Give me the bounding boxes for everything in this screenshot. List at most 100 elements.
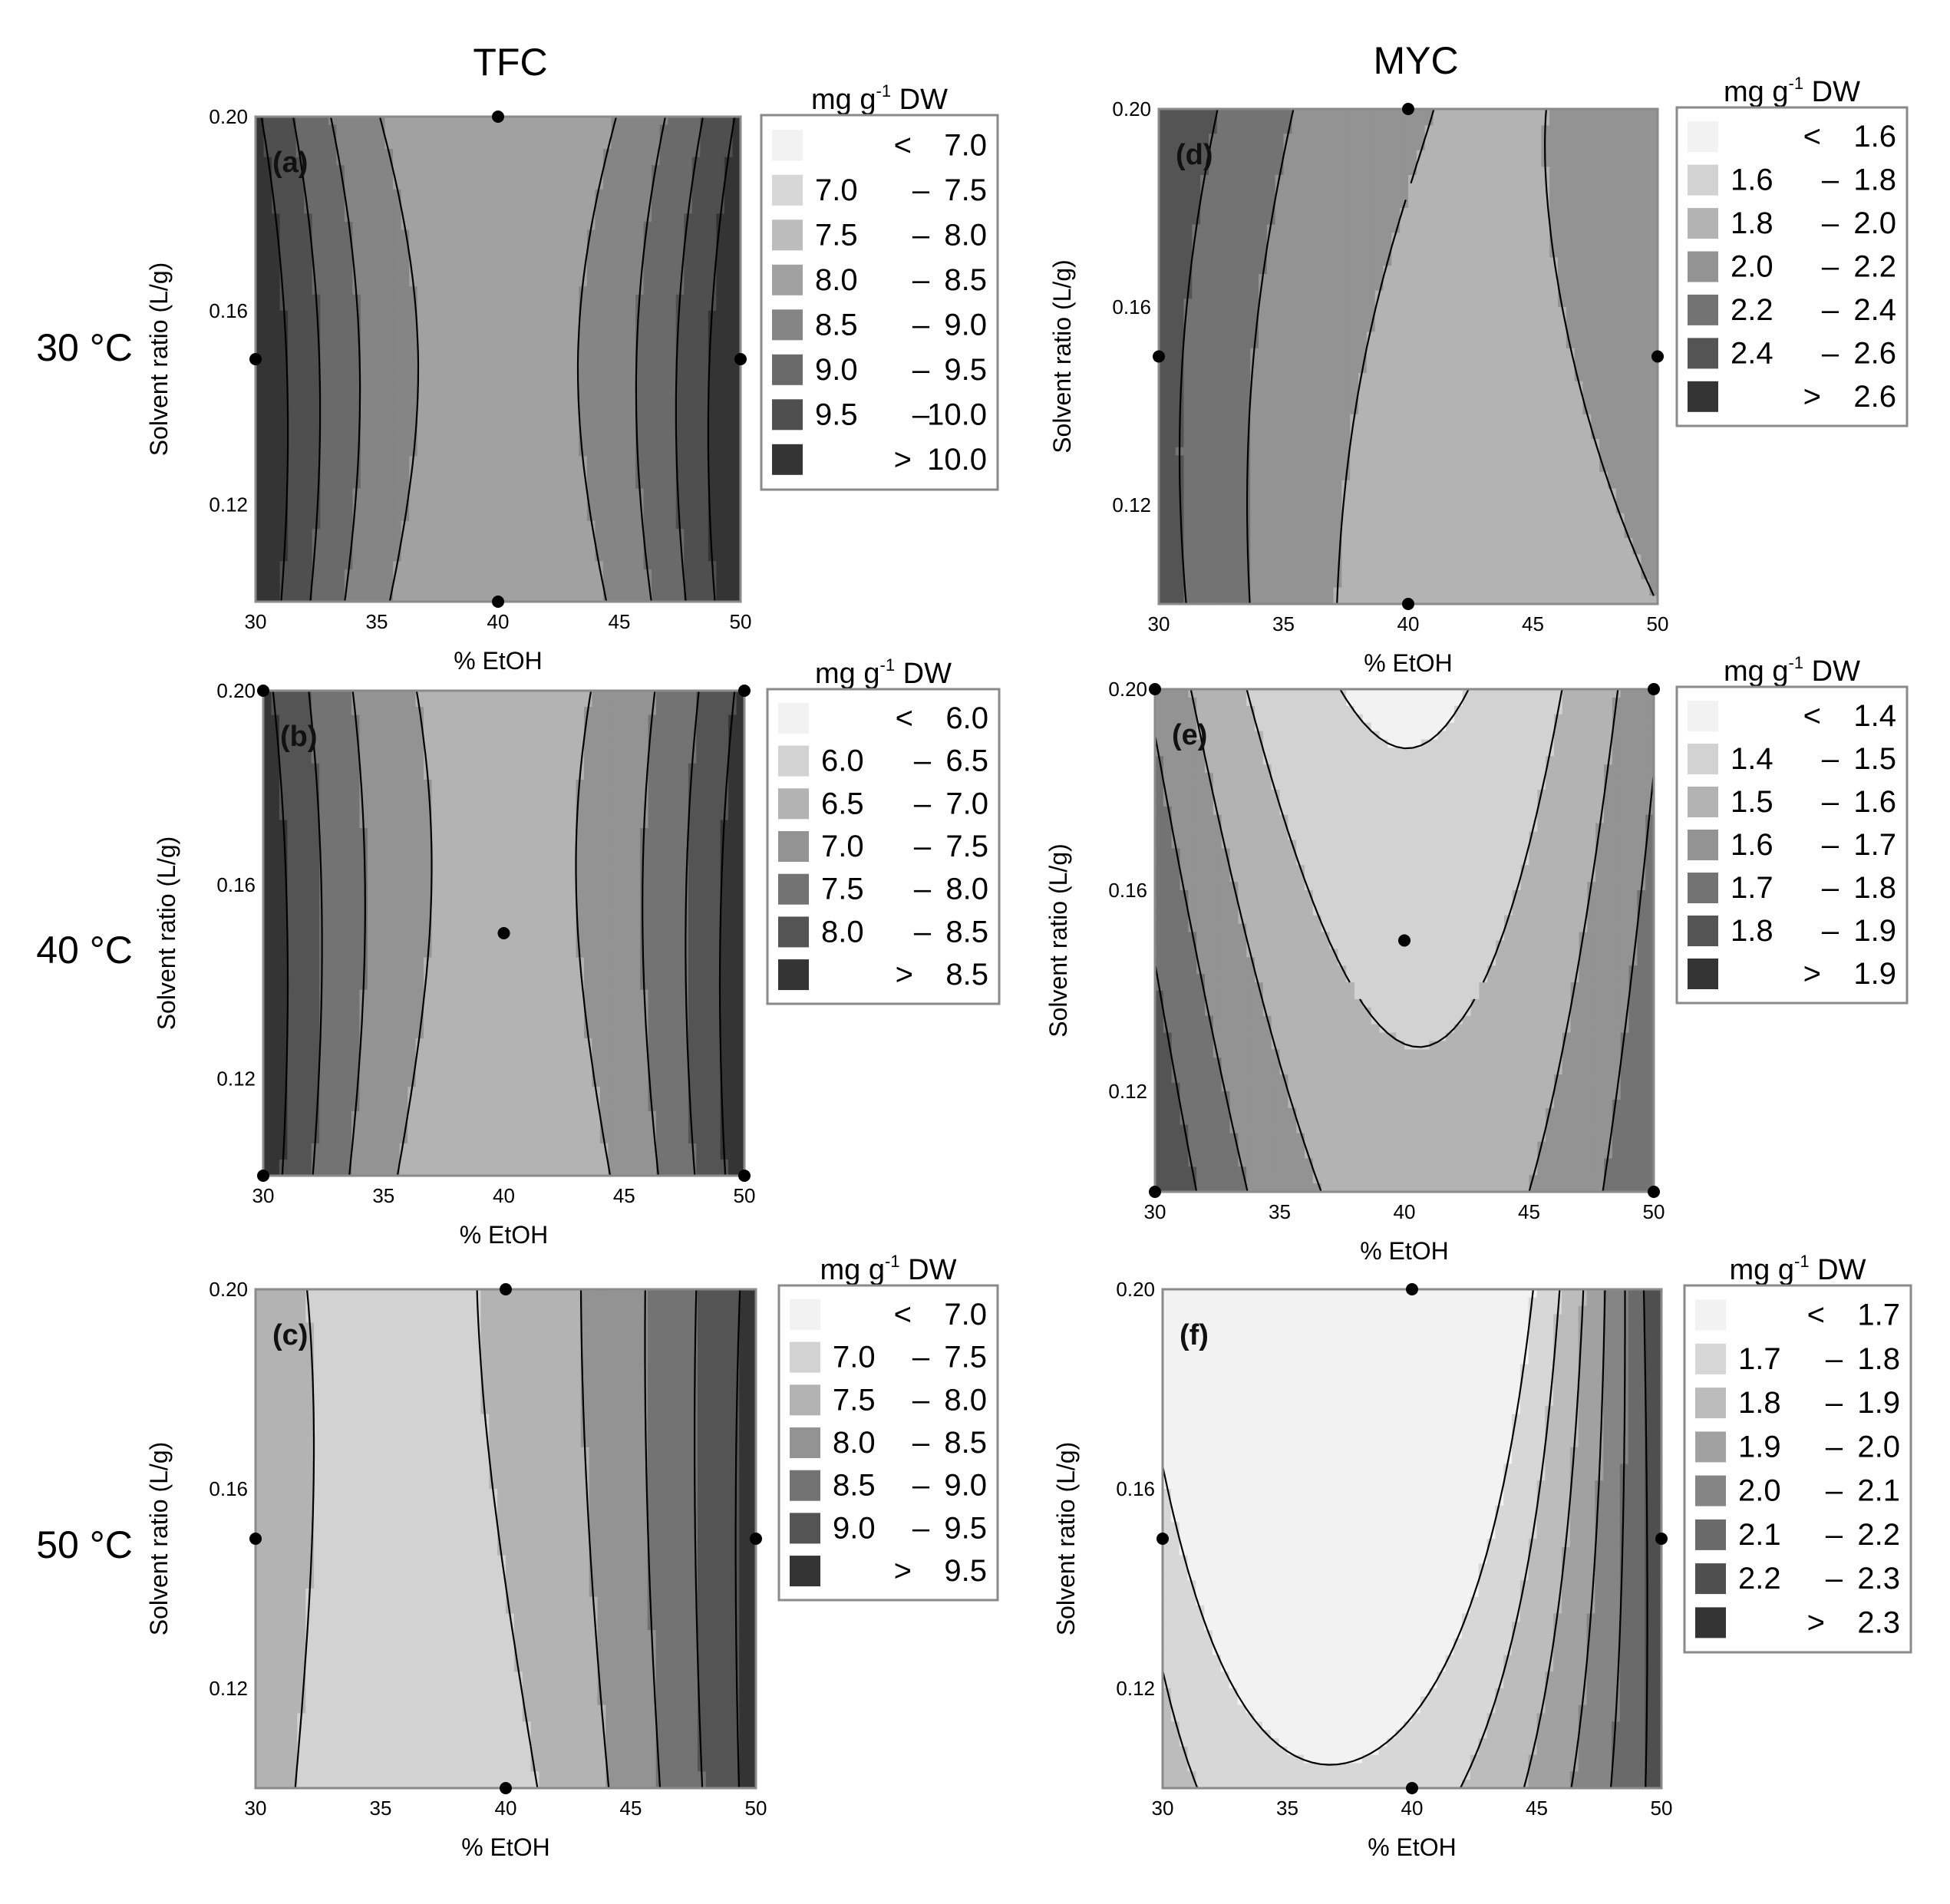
design-point (1655, 1533, 1668, 1545)
legend-swatch (1688, 251, 1718, 282)
contour-line (294, 1289, 539, 1788)
legend-swatch (772, 309, 803, 341)
legend-upper: 10.0 (927, 398, 987, 431)
contour-line (1246, 689, 1563, 1048)
legend-upper: 1.4 (1853, 699, 1896, 733)
x-tick-label: 35 (1269, 1200, 1291, 1223)
legend-dash: – (912, 1426, 930, 1460)
legend-dash: – (1822, 163, 1839, 197)
legend-lower: 1.9 (1738, 1430, 1781, 1463)
contour-panel-3: (c) 30 35 40 45 50 0.12 0.16 0.20 % EtOH Solvent r… (145, 1252, 999, 1861)
legend-upper: 1.6 (1853, 785, 1896, 819)
legend-upper: 2.0 (1857, 1430, 1900, 1463)
legend-upper: 2.2 (1857, 1518, 1900, 1552)
legend-symbol: > (894, 1554, 912, 1588)
x-tick-label: 35 (370, 1797, 392, 1820)
design-point (1149, 683, 1161, 695)
legend-lower: 2.0 (1731, 250, 1773, 284)
y-tick-label: 0.16 (209, 1477, 248, 1500)
legend-upper: 7.5 (945, 830, 988, 863)
y-tick-label: 0.20 (1108, 678, 1147, 701)
legend-swatch (772, 444, 803, 475)
x-tick-label: 50 (1651, 1797, 1673, 1820)
legend-upper: 7.5 (944, 1341, 987, 1374)
legend-swatch (1688, 208, 1718, 239)
contour-line (734, 1289, 741, 1788)
legend: <7.07.0–7.57.5–8.08.0–8.58.5–9.09.0–9.5>… (777, 1284, 999, 1602)
legend-swatch (1695, 1343, 1726, 1374)
legend-lower: 7.5 (833, 1383, 876, 1417)
legend-symbol: > (896, 958, 913, 992)
legend-swatch (1688, 338, 1718, 369)
x-tick-label: 50 (734, 1184, 756, 1207)
legend-swatch (1688, 121, 1718, 153)
contour-line (378, 117, 618, 602)
design-point (249, 1533, 262, 1545)
legend-swatch (772, 174, 803, 206)
legend-title: mg g-1 DW (1724, 74, 1860, 108)
x-tick-label: 45 (613, 1184, 635, 1207)
contour-panel-5: (e) 30 35 40 45 50 0.12 0.16 0.20 % EtOH Solvent r… (1044, 653, 1909, 1265)
legend-upper: 1.8 (1853, 871, 1896, 905)
legend-lower: 2.2 (1738, 1562, 1781, 1595)
y-axis-label: Solvent ratio (L/g) (153, 837, 180, 1031)
legend-dash: – (912, 398, 930, 431)
legend-lower: 1.7 (1738, 1342, 1781, 1376)
legend-dash: – (1822, 742, 1839, 776)
legend-lower: 9.5 (815, 398, 858, 431)
legend-lower: 1.8 (1731, 206, 1773, 240)
legend-dash: – (1822, 785, 1839, 819)
contour-line (308, 691, 700, 1176)
x-tick-label: 30 (1152, 1797, 1174, 1820)
legend-title: mg g-1 DW (815, 655, 952, 690)
legend-upper: 6.5 (945, 744, 988, 778)
y-tick-label: 0.12 (216, 1067, 256, 1091)
design-point (1398, 934, 1411, 947)
legend-dash: – (914, 830, 932, 863)
legend-upper: 9.0 (944, 308, 987, 342)
panel-label: (f) (1180, 1319, 1209, 1351)
legend-upper: 9.5 (944, 353, 987, 387)
contour-line (1523, 1289, 1585, 1788)
y-axis-label: Solvent ratio (L/g) (1048, 259, 1076, 454)
legend-dash: – (1822, 828, 1839, 862)
x-tick-label: 30 (1144, 1200, 1166, 1223)
x-tick-label: 45 (609, 610, 631, 633)
y-tick-label: 0.16 (1108, 879, 1147, 902)
x-axis-label: % EtOH (1368, 1833, 1457, 1861)
y-tick-label: 0.20 (1112, 97, 1151, 120)
legend-swatch (790, 1298, 820, 1330)
legend-lower: 1.4 (1731, 742, 1773, 776)
legend-dash: – (1822, 206, 1839, 240)
legend: <1.41.4–1.51.5–1.61.6–1.71.7–1.81.8–1.9>… (1675, 685, 1909, 1005)
x-tick-label: 40 (495, 1797, 517, 1820)
legend-upper: 7.0 (945, 787, 988, 820)
contour-lines (1163, 1289, 1648, 1788)
legend-dash: – (914, 873, 932, 906)
contour-fill (256, 117, 741, 602)
design-point (1156, 1533, 1169, 1545)
x-axis-label: % EtOH (1360, 1237, 1449, 1265)
legend-swatch (778, 745, 809, 777)
plot-frame (262, 689, 746, 1177)
contour-fill (1159, 109, 1658, 604)
legend-upper: 8.5 (944, 263, 987, 297)
legend-box (760, 114, 999, 491)
x-tick-label: 30 (245, 610, 267, 633)
legend-upper: 8.5 (945, 958, 988, 992)
y-tick-label: 0.12 (1112, 493, 1151, 516)
column-title-myc: MYC (1373, 39, 1458, 82)
contour-line (260, 117, 736, 602)
row-label-30c: 30 °C (36, 326, 133, 369)
legend-lower: 2.2 (1731, 293, 1773, 327)
contour-lines (260, 117, 736, 602)
legend-symbol: < (894, 1298, 912, 1331)
legend-upper: 1.7 (1857, 1298, 1900, 1332)
legend-swatch (790, 1384, 820, 1416)
y-tick-label: 0.16 (1116, 1477, 1155, 1500)
x-axis-label: % EtOH (1364, 649, 1453, 677)
legend-symbol: < (1803, 120, 1821, 153)
x-tick-label: 35 (366, 610, 388, 633)
x-tick-label: 30 (1148, 612, 1170, 635)
legend-title: mg g-1 DW (1724, 653, 1860, 688)
